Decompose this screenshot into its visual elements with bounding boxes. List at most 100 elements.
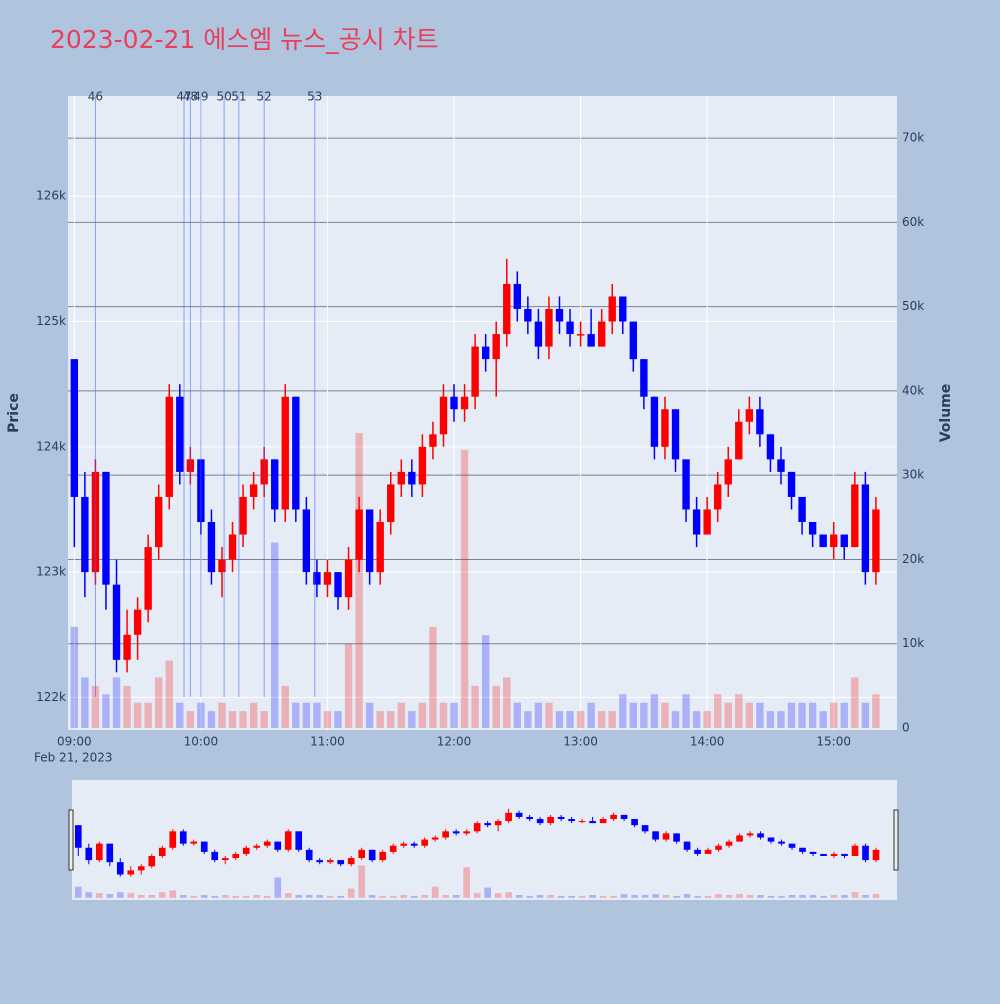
news-label: 49 xyxy=(193,90,208,104)
slider-candle-body xyxy=(95,843,103,861)
volume-bar xyxy=(387,711,395,728)
candle-body xyxy=(587,334,595,347)
volume-bar xyxy=(197,702,205,728)
slider-volume-bar xyxy=(536,895,544,898)
slider-volume-bar xyxy=(211,895,219,898)
candle-body xyxy=(503,283,511,335)
volume-bar xyxy=(492,685,500,728)
volume-bar xyxy=(777,711,785,728)
volume-bar xyxy=(503,677,511,728)
slider-volume-bar xyxy=(305,895,313,898)
candle-body xyxy=(176,396,184,472)
candle-body xyxy=(682,459,690,510)
slider-candle-body xyxy=(232,853,240,859)
candle-body xyxy=(608,296,616,322)
y2-tick-label: 0 xyxy=(902,720,910,734)
y2-tick-label: 60k xyxy=(902,215,924,229)
slider-volume-bar xyxy=(316,895,324,898)
y-tick-label: 123k xyxy=(36,565,66,579)
x-tick-label: 10:00 xyxy=(184,735,219,749)
slider-volume-bar xyxy=(662,895,670,898)
candle-body xyxy=(81,496,89,573)
volume-bar xyxy=(228,711,237,728)
slider-candle-body xyxy=(778,841,785,844)
volume-bar xyxy=(176,702,184,728)
slider-volume-bar xyxy=(74,886,82,898)
slider-candle-body xyxy=(284,831,292,850)
slider-candle-body xyxy=(746,833,754,836)
slider-volume-bar xyxy=(505,892,512,898)
slider-candle-body xyxy=(137,866,145,871)
candle-body xyxy=(133,609,142,635)
candle-body xyxy=(524,309,532,322)
candle-body xyxy=(450,396,458,410)
volume-bar xyxy=(439,702,448,728)
slider-candle-body xyxy=(820,853,827,856)
slider-volume-bar xyxy=(599,895,607,898)
y-axis-label: Price xyxy=(6,393,22,433)
slider-volume-bar xyxy=(484,887,491,898)
candle-body xyxy=(787,471,796,497)
volume-bar xyxy=(323,711,332,728)
slider-volume-bar xyxy=(127,893,135,898)
slider-candle-body xyxy=(610,814,617,819)
volume-bar xyxy=(566,711,574,728)
volume-bar xyxy=(524,711,532,728)
volume-bar xyxy=(471,685,479,728)
candle-body xyxy=(302,509,311,573)
candle-body xyxy=(534,321,543,347)
volume-bar xyxy=(555,711,564,728)
volume-bar xyxy=(576,711,585,728)
volume-bar xyxy=(313,702,321,728)
news-label: 46 xyxy=(88,90,103,104)
slider-volume-bar xyxy=(358,865,366,898)
candle-body xyxy=(365,509,374,573)
y2-tick-label: 50k xyxy=(902,299,924,313)
slider-candle-body xyxy=(74,825,82,848)
candle-body xyxy=(808,522,817,535)
slider-candle-body xyxy=(389,845,397,852)
slider-volume-bar xyxy=(242,895,250,898)
slider-volume-bar xyxy=(683,894,691,898)
slider-volume-bar xyxy=(284,893,292,898)
candle-body xyxy=(292,396,300,510)
candle-body xyxy=(281,396,289,510)
slider-volume-bar xyxy=(872,894,880,898)
candle-body xyxy=(597,321,606,347)
slider-candle-body xyxy=(505,812,512,822)
volume-bar xyxy=(735,694,743,728)
y-tick-label: 125k xyxy=(36,314,66,328)
candle-body xyxy=(471,346,479,397)
volume-bar xyxy=(133,702,142,728)
volume-bar xyxy=(851,677,859,728)
slider-volume-bar xyxy=(379,895,387,898)
slider-volume-bar xyxy=(557,895,565,898)
y2-tick-label: 30k xyxy=(902,468,924,482)
news-label: 48 xyxy=(183,90,198,104)
slider-volume-bar xyxy=(778,895,785,898)
slider-volume-bar xyxy=(106,894,114,898)
range-slider xyxy=(72,780,897,900)
x-tick-label: 15:00 xyxy=(816,735,851,749)
volume-bar xyxy=(534,702,543,728)
candle-body xyxy=(144,547,152,610)
candle-body xyxy=(397,471,405,485)
slider-volume-bar xyxy=(767,895,775,898)
volume-bar xyxy=(144,702,152,728)
slider-candle-body xyxy=(547,816,554,824)
slider-candle-body xyxy=(368,849,376,861)
slider-volume-bar xyxy=(85,892,93,898)
slider-candle-body xyxy=(85,847,93,861)
slider-volume-bar xyxy=(652,894,659,898)
candle-body xyxy=(872,509,880,573)
slider-candle-body xyxy=(536,818,544,824)
slider-candle-body xyxy=(158,847,166,856)
slider-candle-body xyxy=(169,831,177,848)
y-tick-label: 126k xyxy=(36,189,66,203)
volume-bar xyxy=(608,711,616,728)
slider-volume-bar xyxy=(494,893,502,898)
volume-bar xyxy=(271,542,279,728)
candle-body xyxy=(102,471,110,585)
candle-body xyxy=(619,296,627,322)
slider-volume-bar xyxy=(337,895,345,898)
